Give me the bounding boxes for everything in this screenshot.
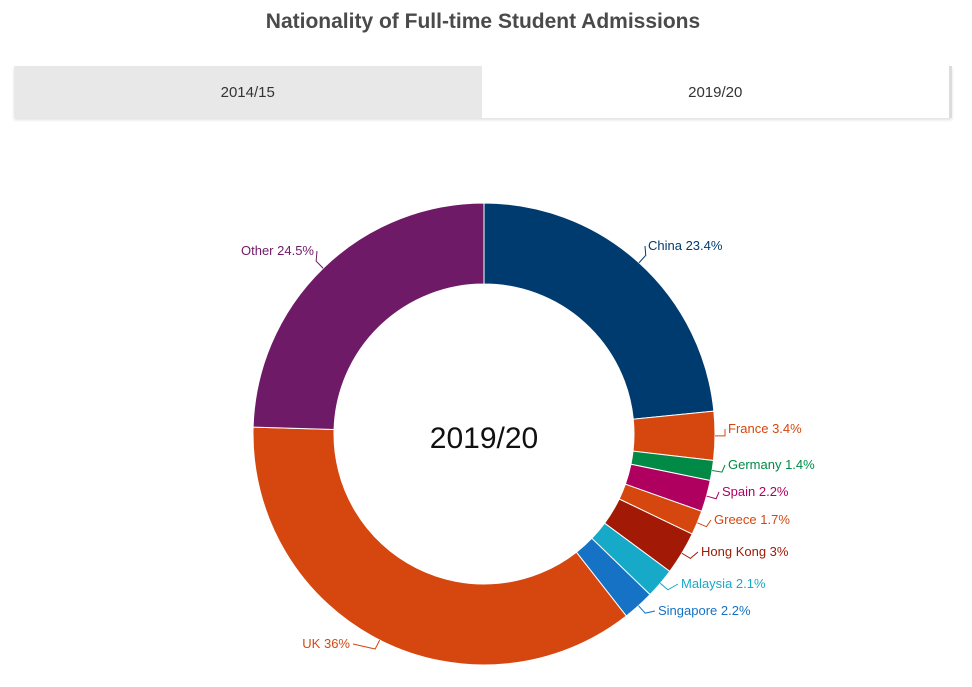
- slice-other[interactable]: [252, 202, 485, 431]
- slice-labels: China 23.4% France 3.4% Germany 1.4% Spain …: [241, 238, 815, 651]
- slice-uk[interactable]: [252, 426, 627, 666]
- connector-malaysia: [659, 582, 679, 591]
- label-greece: Greece 1.7%: [714, 512, 790, 527]
- label-china: China 23.4%: [648, 238, 723, 253]
- connector-germany: [712, 464, 726, 473]
- connector-uk: [352, 639, 381, 650]
- connector-france: [714, 428, 726, 437]
- label-spain: Spain 2.2%: [722, 484, 789, 499]
- connector-hong-kong: [681, 551, 699, 560]
- page-title: Nationality of Full-time Student Admissi…: [265, 10, 701, 33]
- label-germany: Germany 1.4%: [728, 457, 815, 472]
- label-other: Other 24.5%: [241, 243, 314, 258]
- tab-2019-20[interactable]: 2019/20: [481, 66, 952, 118]
- tab-2014-15[interactable]: 2014/15: [14, 66, 482, 118]
- connector-singapore: [638, 605, 656, 614]
- center-year-label: 2019/20: [430, 422, 538, 455]
- connector-spain: [706, 491, 720, 500]
- label-hong-kong: Hong Kong 3%: [701, 544, 789, 559]
- slice-china[interactable]: [483, 202, 715, 420]
- label-connectors: [315, 245, 726, 650]
- label-singapore: Singapore 2.2%: [658, 603, 751, 618]
- label-malaysia: Malaysia 2.1%: [681, 576, 766, 591]
- connector-other: [315, 250, 324, 269]
- connector-china: [638, 245, 647, 264]
- label-uk: UK 36%: [302, 636, 350, 651]
- label-france: France 3.4%: [728, 421, 802, 436]
- connector-greece: [697, 519, 712, 528]
- donut-slices: [252, 202, 716, 666]
- year-tab-bar: 2014/15 2019/20: [14, 66, 952, 118]
